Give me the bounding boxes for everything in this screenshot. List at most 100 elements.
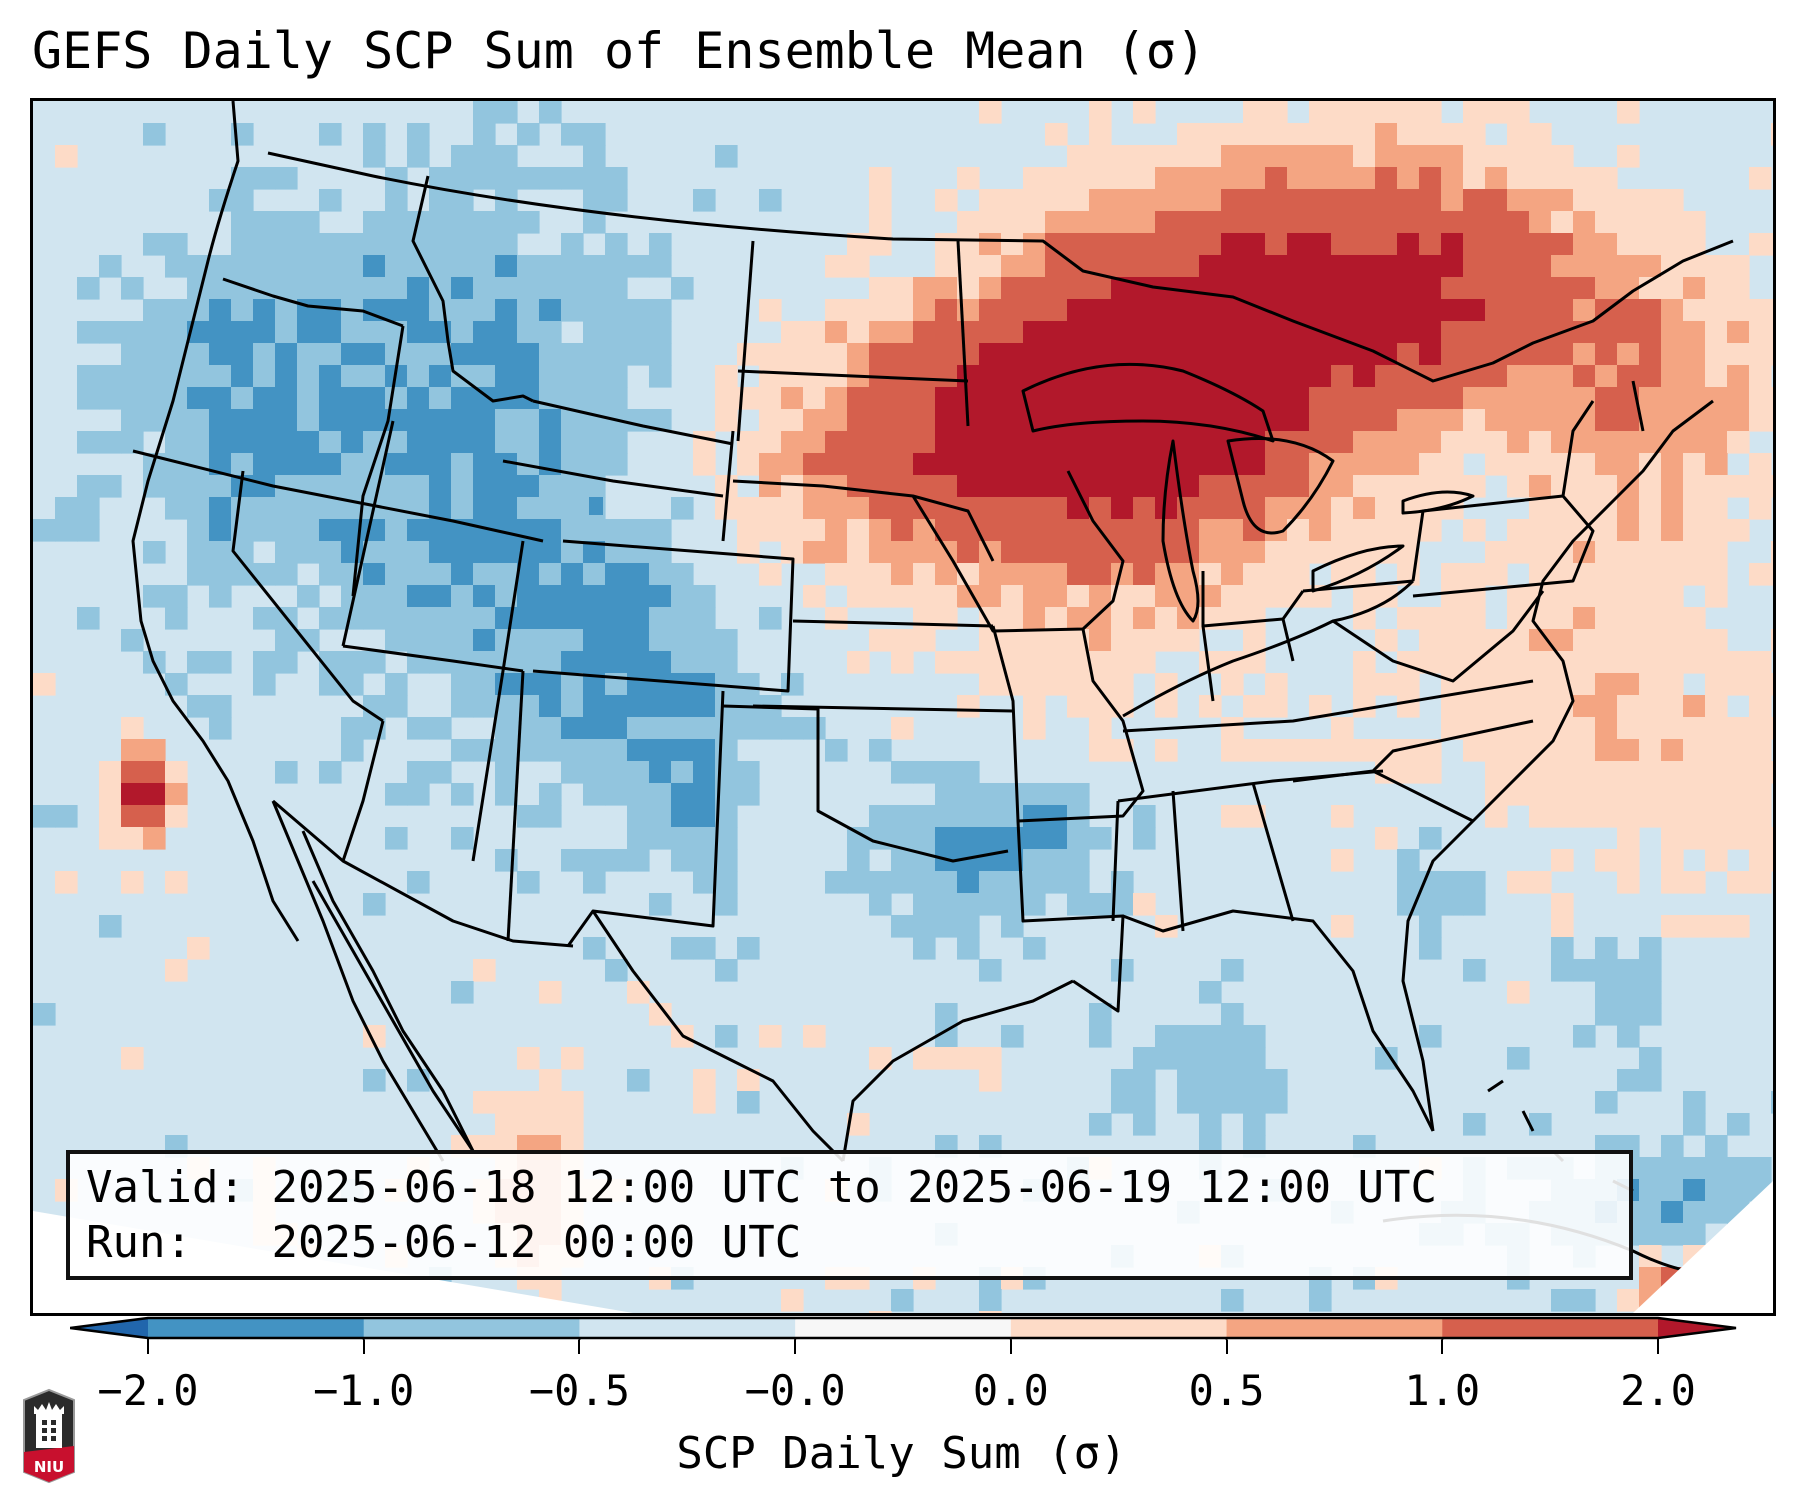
raster-cell (1485, 321, 1508, 344)
raster-cell (297, 387, 320, 410)
raster-cell (253, 211, 276, 234)
raster-cell (1199, 1047, 1222, 1070)
raster-cell (1397, 101, 1420, 124)
raster-cell (1133, 1091, 1156, 1114)
raster-cell (1375, 299, 1398, 322)
raster-cell (1199, 431, 1222, 454)
raster-cell (473, 541, 496, 564)
raster-cell (473, 431, 496, 454)
raster-cell (1419, 189, 1442, 212)
raster-cell (429, 607, 452, 630)
raster-cell (451, 167, 474, 190)
raster-cell (1045, 827, 1068, 850)
raster-cell (1155, 915, 1178, 938)
raster-cell (1705, 783, 1728, 806)
raster-cell (1771, 673, 1773, 696)
raster-cell (253, 167, 276, 190)
raster-cell (869, 453, 892, 476)
raster-cell (1683, 541, 1706, 564)
raster-cell (781, 475, 804, 498)
raster-cell (1529, 233, 1552, 256)
raster-cell (539, 475, 562, 498)
raster-cell (869, 519, 892, 542)
raster-cell (649, 255, 672, 278)
raster-cell (847, 563, 870, 586)
raster-cell (649, 541, 672, 564)
raster-cell (1067, 563, 1090, 586)
raster-cell (1419, 497, 1442, 520)
raster-cell (1067, 673, 1090, 696)
raster-cell (1419, 453, 1442, 476)
raster-cell (1309, 739, 1332, 762)
raster-cell (869, 893, 892, 916)
raster-cell (583, 475, 606, 498)
raster-cell (869, 409, 892, 432)
raster-cell (319, 387, 342, 410)
raster-cell (275, 299, 298, 322)
raster-cell (1463, 167, 1486, 190)
raster-cell (473, 211, 496, 234)
raster-cell (825, 453, 848, 476)
raster-cell (1265, 387, 1288, 410)
raster-cell (407, 409, 430, 432)
raster-cell (1111, 519, 1134, 542)
raster-cell (1177, 475, 1200, 498)
raster-cell (473, 145, 496, 168)
raster-cell (495, 1091, 518, 1114)
raster-cell (803, 453, 826, 476)
raster-cell (429, 299, 452, 322)
raster-cell (1463, 189, 1486, 212)
raster-cell (1023, 585, 1046, 608)
raster-cell (1441, 409, 1464, 432)
raster-cell (1705, 1179, 1728, 1202)
raster-cell (1551, 387, 1574, 410)
raster-cell (1749, 563, 1772, 586)
raster-cell (1529, 365, 1552, 388)
raster-cell (1023, 255, 1046, 278)
ne-ks-border (792, 619, 994, 628)
raster-cell (1111, 475, 1134, 498)
raster-cell (561, 277, 584, 300)
raster-cell (1727, 915, 1750, 938)
raster-cell (209, 541, 232, 564)
raster-cell (1595, 717, 1618, 740)
raster-cell (847, 255, 870, 278)
raster-cell (253, 673, 276, 696)
raster-cell (121, 629, 144, 652)
raster-cell (649, 673, 672, 696)
raster-cell (1529, 717, 1552, 740)
raster-cell (143, 783, 166, 806)
raster-cell (341, 365, 364, 388)
raster-cell (1045, 673, 1068, 696)
raster-cell (561, 497, 584, 520)
raster-cell (1507, 695, 1530, 718)
raster-cell (1529, 123, 1552, 146)
raster-cell (781, 387, 804, 410)
raster-cell (1441, 607, 1464, 630)
raster-cell (715, 673, 738, 696)
raster-cell (649, 827, 672, 850)
raster-cell (99, 783, 122, 806)
raster-cell (495, 431, 518, 454)
raster-cell (891, 299, 914, 322)
raster-cell (693, 761, 716, 784)
raster-cell (1089, 497, 1112, 520)
raster-cell (1155, 365, 1178, 388)
raster-cell (1177, 387, 1200, 410)
raster-cell (1133, 431, 1156, 454)
raster-cell (671, 607, 694, 630)
raster-cell (583, 937, 606, 960)
raster-cell (627, 343, 650, 366)
raster-cell (1507, 255, 1530, 278)
raster-cell (385, 277, 408, 300)
raster-cell (869, 277, 892, 300)
raster-cell (429, 629, 452, 652)
raster-cell (627, 651, 650, 674)
raster-cell (1111, 1069, 1134, 1092)
raster-cell (671, 629, 694, 652)
raster-cell (693, 1069, 716, 1092)
raster-cell (1595, 541, 1618, 564)
raster-cell (1639, 563, 1662, 586)
run-row: Run: 2025-06-12 00:00 UTC (86, 1215, 1613, 1270)
raster-cell (1683, 915, 1706, 938)
